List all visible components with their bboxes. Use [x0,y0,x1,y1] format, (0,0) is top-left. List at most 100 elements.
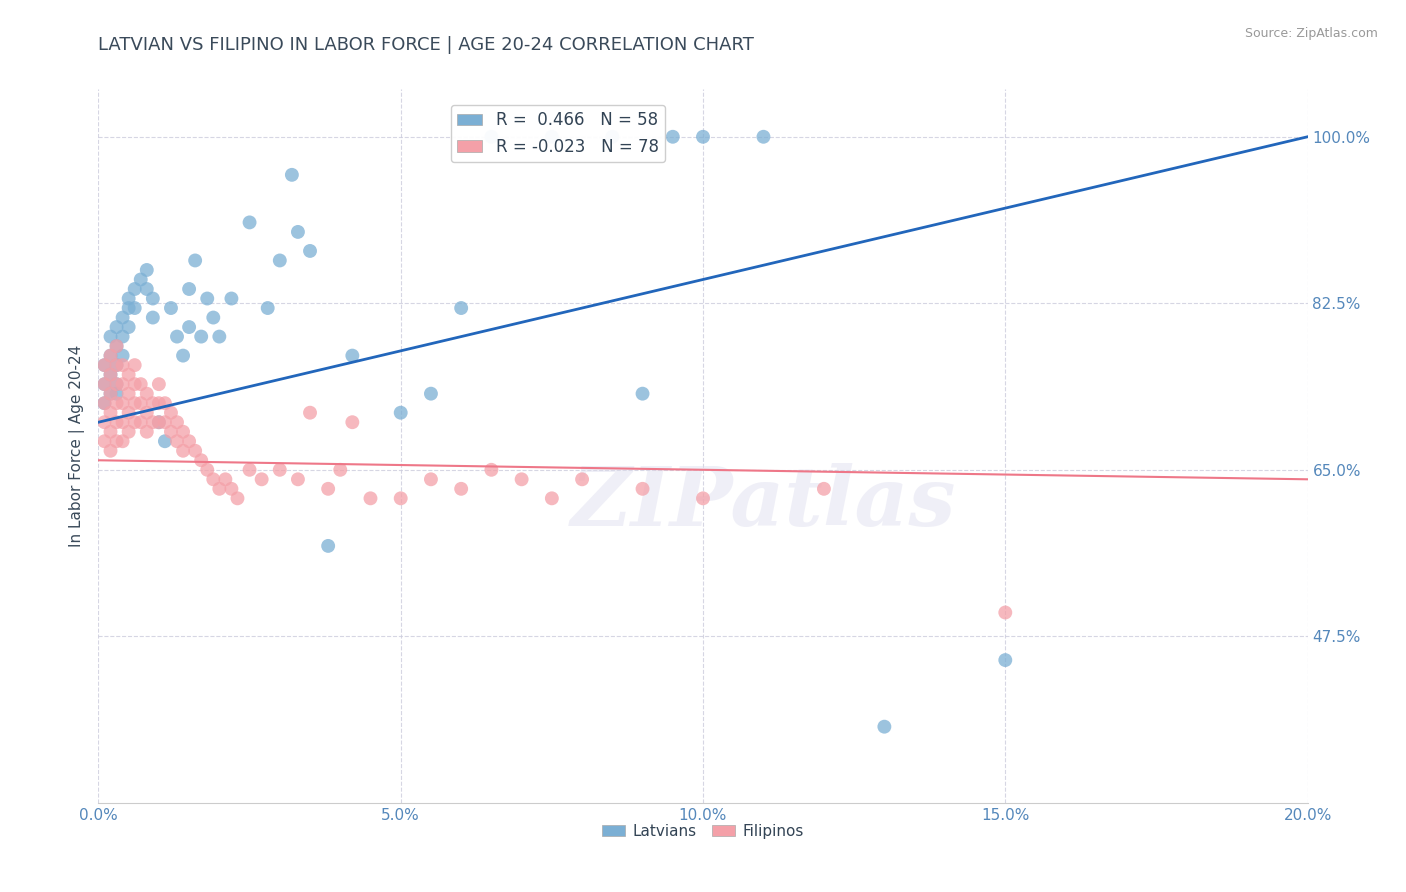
Point [692,129,714,144]
Point [195,292,218,306]
Point [142,396,165,410]
Point [202,310,225,325]
Point [111,349,134,363]
Point [100,368,122,382]
Point [105,320,128,334]
Y-axis label: In Labor Force | Age 20-24: In Labor Force | Age 20-24 [69,345,84,547]
Point [540,491,562,506]
Point [118,425,141,439]
Point [202,472,225,486]
Point [111,415,134,429]
Text: ZIPatlas: ZIPatlas [571,463,956,543]
Point [873,720,896,734]
Point [153,434,176,449]
Point [135,386,157,401]
Point [389,491,412,506]
Point [100,443,122,458]
Point [166,415,188,429]
Point [148,377,170,392]
Point [510,472,533,486]
Point [105,358,128,372]
Point [93,377,115,392]
Point [184,443,207,458]
Point [160,425,183,439]
Point [129,415,152,429]
Point [153,415,176,429]
Point [450,482,472,496]
Point [93,396,115,410]
Point [100,349,122,363]
Point [100,329,122,343]
Point [118,320,141,334]
Point [540,129,562,144]
Point [124,282,146,296]
Point [100,425,122,439]
Point [148,415,170,429]
Point [195,463,218,477]
Point [166,434,188,449]
Point [124,396,146,410]
Point [93,377,115,392]
Point [342,415,364,429]
Legend: Latvians, Filipinos: Latvians, Filipinos [596,818,810,845]
Point [142,310,165,325]
Point [105,377,128,392]
Point [124,377,146,392]
Point [571,472,593,486]
Point [420,472,443,486]
Point [299,244,322,258]
Point [420,386,443,401]
Point [129,377,152,392]
Point [239,463,262,477]
Point [93,358,115,372]
Point [118,292,141,306]
Point [111,310,134,325]
Point [287,225,309,239]
Point [93,358,115,372]
Point [129,272,152,286]
Point [360,491,382,506]
Point [100,349,122,363]
Point [105,358,128,372]
Point [661,129,683,144]
Point [269,463,291,477]
Point [142,415,165,429]
Point [124,415,146,429]
Point [105,396,128,410]
Point [692,491,714,506]
Point [179,282,201,296]
Point [135,282,157,296]
Point [153,396,176,410]
Point [994,606,1017,620]
Point [269,253,291,268]
Point [148,396,170,410]
Point [752,129,775,144]
Point [111,329,134,343]
Point [118,301,141,315]
Point [129,396,152,410]
Point [105,339,128,353]
Point [329,463,352,477]
Text: Source: ZipAtlas.com: Source: ZipAtlas.com [1244,27,1378,40]
Point [631,386,654,401]
Point [118,406,141,420]
Point [135,263,157,277]
Point [148,415,170,429]
Point [160,301,183,315]
Point [342,349,364,363]
Point [450,301,472,315]
Point [100,406,122,420]
Point [111,377,134,392]
Point [105,339,128,353]
Point [124,358,146,372]
Point [316,539,339,553]
Point [142,292,165,306]
Point [111,358,134,372]
Point [118,368,141,382]
Point [166,329,188,343]
Point [105,386,128,401]
Point [208,482,231,496]
Text: LATVIAN VS FILIPINO IN LABOR FORCE | AGE 20-24 CORRELATION CHART: LATVIAN VS FILIPINO IN LABOR FORCE | AGE… [98,36,754,54]
Point [105,415,128,429]
Point [160,406,183,420]
